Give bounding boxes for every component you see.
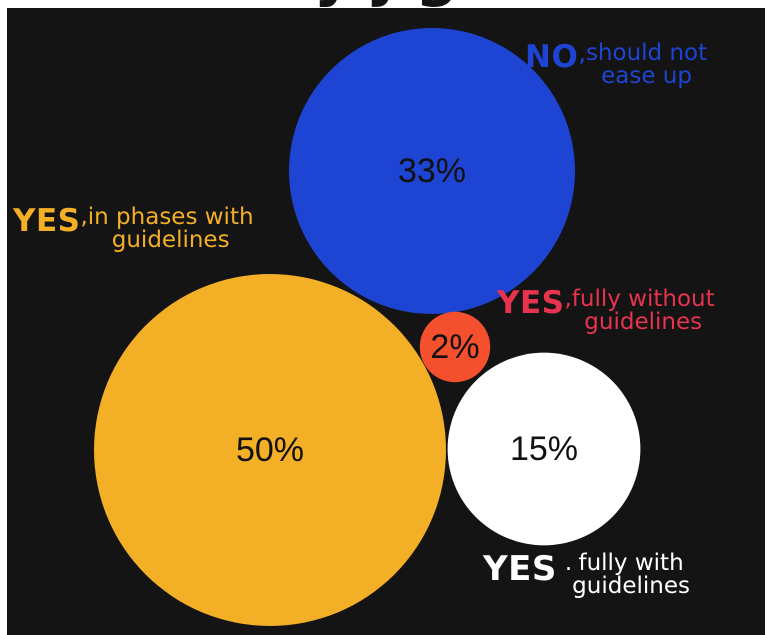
category-label-yes-phases: YES,in phases with guidelines [13,206,254,252]
clipped-title: y j g [0,0,772,10]
bubble-yes-phases [94,274,446,626]
answer-yes-fully-with: YES [483,549,557,589]
value-label-yes-fully-with: 15% [510,430,578,468]
desc-no: should not ease up [585,40,708,89]
value-label-no: 33% [398,152,466,190]
answer-yes-fully-without: YES [497,285,565,321]
value-label-yes-phases: 50% [236,431,304,469]
desc-yes-phases: in phases with guidelines [87,204,254,253]
bubble-no [289,28,575,314]
chart-panel: 33% 50% 2% 15% NO,should not ease up YES,… [7,8,765,635]
answer-yes-phases: YES [13,203,81,239]
value-label-yes-fully-without: 2% [430,328,479,366]
category-label-yes-fully-without: YES,fully without guidelines [497,288,715,334]
punct-yes-phases: , [80,204,88,230]
punct-yes-fully-without: , [564,286,572,312]
punct-no: , [578,39,586,67]
bubble-yes-fully-with [447,352,641,546]
desc-yes-fully-without: fully without guidelines [571,286,715,335]
bubble-yes-fully-without [419,311,491,383]
punct-yes-fully-with: . [564,550,573,576]
category-label-no: NO,should not ease up [525,39,708,89]
desc-yes-fully-with: fully with guidelines [572,550,690,599]
category-label-yes-fully-with: YES. fully with guidelines [483,552,690,598]
bubble-chart: 33% 50% 2% 15% [94,28,641,626]
answer-no: NO [525,39,579,75]
